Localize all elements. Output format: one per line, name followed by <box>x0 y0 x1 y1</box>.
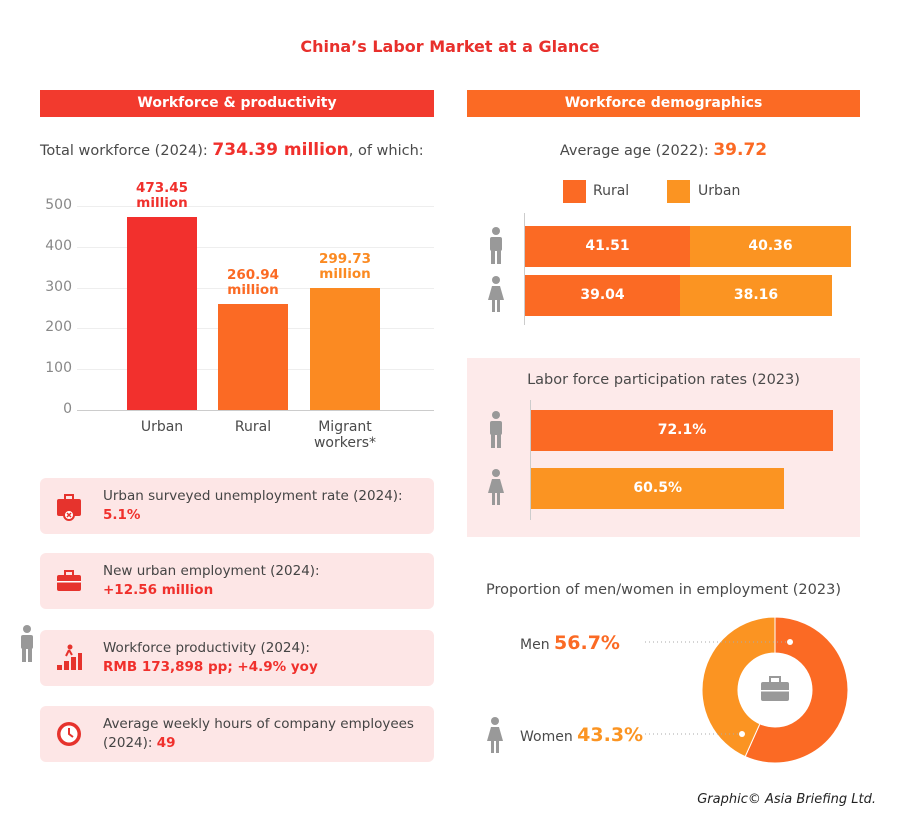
total-label: Total workforce (2024): <box>40 143 213 159</box>
briefcase-x-icon <box>57 494 81 521</box>
category-line: Urban <box>140 419 184 435</box>
stat-card: Workforce productivity (2024): RMB 173,89… <box>40 630 434 686</box>
man-icon <box>21 625 33 662</box>
stat-value-line: 5.1% <box>103 506 403 525</box>
stat-value-line: (2024): 49 <box>103 734 414 753</box>
stat-value: RMB 173,898 pp; +4.9% yoy <box>103 659 318 675</box>
legend-rural-swatch <box>563 180 586 203</box>
gridline <box>77 287 434 289</box>
stat-label-cont: (2024): <box>103 735 157 751</box>
briefcase-icon <box>57 570 81 591</box>
participation-axis-line <box>530 400 531 520</box>
y-tick-label: 300 <box>45 278 72 295</box>
stat-label: Urban surveyed unemployment rate (2024): <box>103 488 403 504</box>
participation-bar-women: 60.5% <box>531 468 785 509</box>
men-value: 56.7% <box>554 632 620 654</box>
average-age-label: Average age (2022): <box>559 143 714 159</box>
y-tick-label: 100 <box>45 360 72 377</box>
bar-value-label: 260.94 million <box>203 266 303 298</box>
section-header-demographics: Workforce demographics <box>467 90 860 117</box>
employment-donut-chart <box>645 616 849 764</box>
stat-text: Urban surveyed unemployment rate (2024):… <box>103 487 403 525</box>
pie-legend-men: Men 56.7% <box>520 632 620 654</box>
bar-value-line: 299.73 <box>318 250 372 267</box>
stat-label: Average weekly hours of company employee… <box>103 716 414 732</box>
woman-icon <box>488 276 504 312</box>
category-label: Urban <box>112 419 212 435</box>
women-value: 43.3% <box>577 724 644 746</box>
age-bar-urban: 38.16 <box>680 275 832 316</box>
average-age-value: 39.72 <box>713 140 768 160</box>
gridline <box>77 246 434 248</box>
stat-text: Average weekly hours of company employee… <box>103 715 414 753</box>
category-line: workers* <box>313 435 377 451</box>
leader-dot <box>787 639 793 645</box>
credit: Graphic© Asia Briefing Ltd. <box>697 792 876 807</box>
stat-value: 49 <box>156 735 176 751</box>
total-value: 734.39 million <box>212 140 349 160</box>
men-label: Men <box>520 637 550 653</box>
total-suffix: , of which: <box>348 143 424 159</box>
y-tick-label: 200 <box>45 319 72 336</box>
stat-card: Urban surveyed unemployment rate (2024):… <box>40 478 434 534</box>
age-axis-line <box>524 213 525 325</box>
bar-rural <box>218 303 288 410</box>
legend-urban-swatch <box>667 180 690 203</box>
stat-card: New urban employment (2024): +12.56 milli… <box>40 553 434 609</box>
bar-migrant <box>310 287 380 410</box>
donut-slice-men <box>744 616 849 764</box>
page-title: China’s Labor Market at a Glance <box>300 37 600 56</box>
man-icon <box>490 227 502 264</box>
legend-rural-label: Rural <box>593 183 630 199</box>
bar-value-label: 299.73 million <box>295 250 395 282</box>
gridline <box>77 410 434 411</box>
category-label: Rural <box>203 419 303 435</box>
gridline <box>77 206 434 207</box>
participation-bar-men: 72.1% <box>531 410 833 451</box>
bar-value-line: million <box>227 281 279 298</box>
section-header-workforce: Workforce & productivity <box>40 90 434 117</box>
bar-value-line: 260.94 <box>226 266 280 283</box>
stat-text: Workforce productivity (2024): RMB 173,89… <box>103 639 318 677</box>
stat-label: Workforce productivity (2024): <box>103 640 310 656</box>
age-bar-rural: 39.04 <box>525 275 680 316</box>
stat-text: New urban employment (2024): +12.56 milli… <box>103 562 320 600</box>
age-bar-rural: 41.51 <box>525 226 690 267</box>
category-label: Migrant workers* <box>295 419 395 451</box>
woman-icon <box>487 717 503 753</box>
stat-value: 5.1% <box>103 507 141 523</box>
pie-legend-women: Women 43.3% <box>520 724 643 746</box>
total-workforce: Total workforce (2024): 734.39 million, … <box>40 140 424 160</box>
participation-title: Labor force participation rates (2023) <box>527 372 800 388</box>
productivity-stairs-icon <box>57 644 82 670</box>
stat-value: +12.56 million <box>103 582 214 598</box>
bar-value-label: 473.45 million <box>112 179 212 211</box>
age-bar-urban: 40.36 <box>690 226 851 267</box>
pie-title: Proportion of men/women in employment (2… <box>485 582 841 598</box>
stat-value-line: +12.56 million <box>103 581 320 600</box>
category-line: Migrant <box>318 419 372 435</box>
woman-icon <box>488 469 504 505</box>
donut-slice-women <box>701 616 776 758</box>
y-tick-label: 0 <box>63 401 72 417</box>
y-tick-label: 400 <box>45 237 72 254</box>
clock-icon <box>57 722 81 746</box>
stat-card: Average weekly hours of company employee… <box>40 706 434 762</box>
bar-value-line: million <box>319 265 371 282</box>
category-line: Rural <box>234 419 272 435</box>
man-icon <box>490 411 502 448</box>
leader-dot <box>739 731 745 737</box>
average-age-line: Average age (2022): 39.72 <box>467 140 860 160</box>
briefcase-icon <box>761 676 789 701</box>
women-label: Women <box>520 729 573 745</box>
bar-value-line: 473.45 <box>135 179 189 196</box>
legend-urban-label: Urban <box>698 183 741 199</box>
stat-value-line: RMB 173,898 pp; +4.9% yoy <box>103 658 318 677</box>
stat-label: New urban employment (2024): <box>103 563 320 579</box>
bar-value-line: million <box>136 194 188 211</box>
bar-urban <box>127 216 197 410</box>
y-tick-label: 500 <box>45 197 72 213</box>
